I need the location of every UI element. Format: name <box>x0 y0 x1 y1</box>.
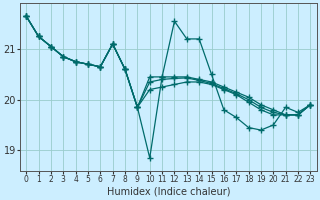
X-axis label: Humidex (Indice chaleur): Humidex (Indice chaleur) <box>107 187 230 197</box>
